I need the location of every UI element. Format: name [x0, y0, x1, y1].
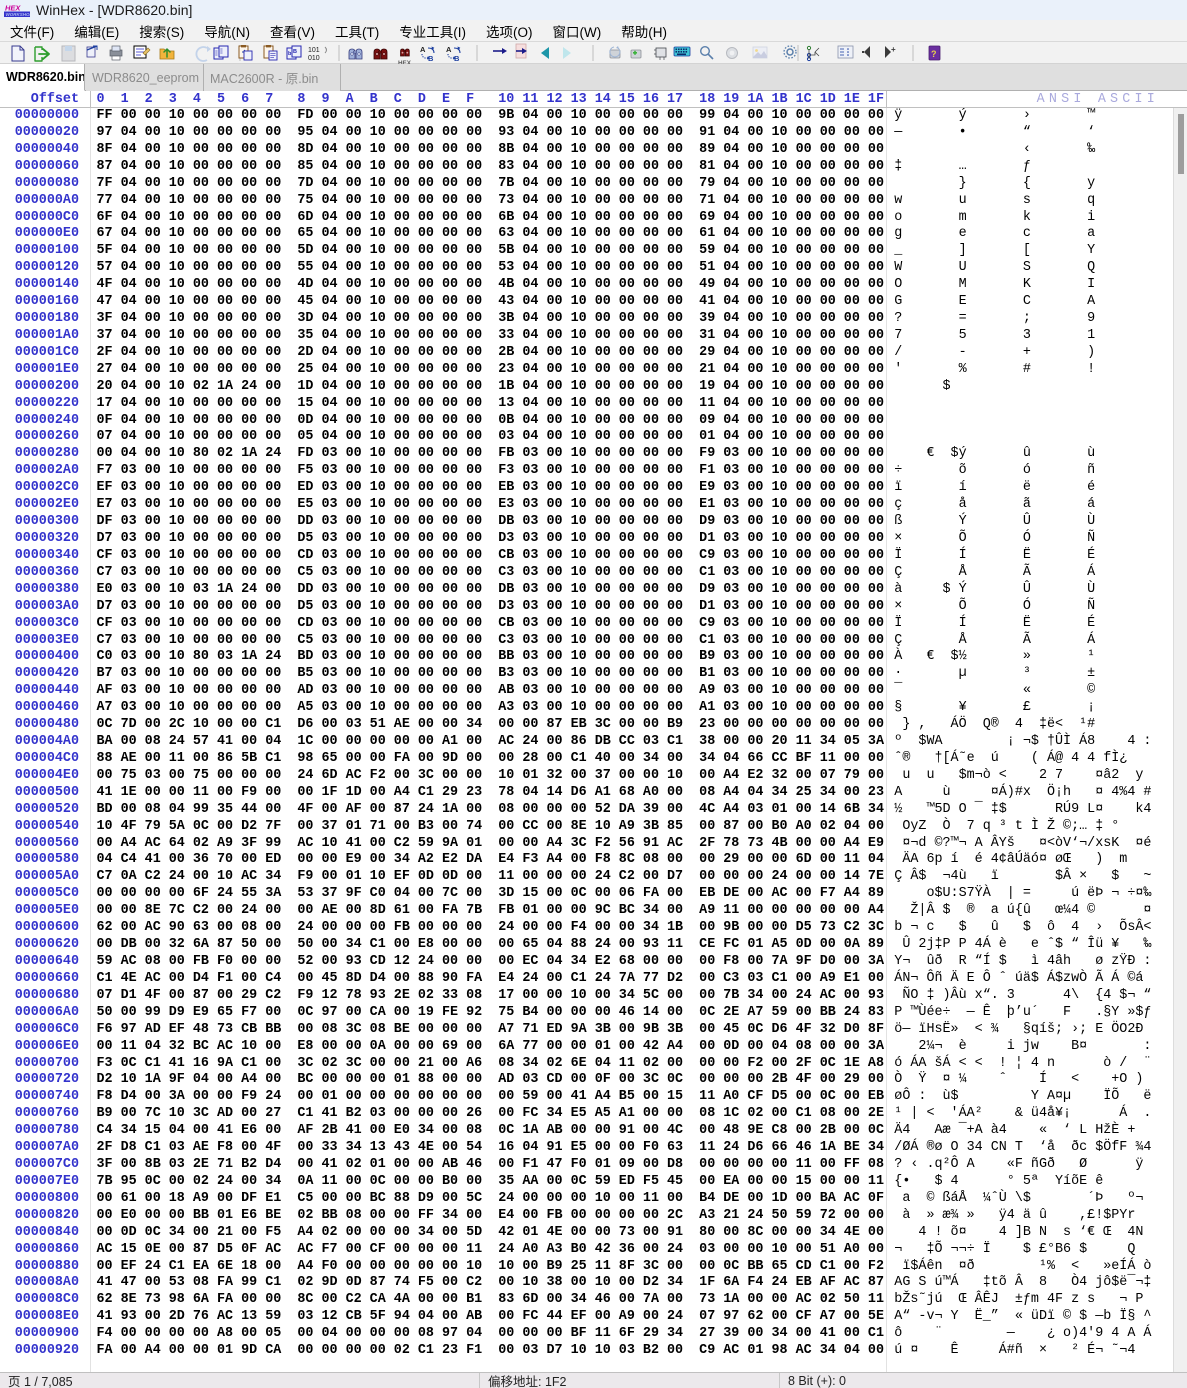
- svg-text:B: B: [428, 54, 434, 63]
- svg-text:B: B: [454, 54, 460, 63]
- svg-text:HEX: HEX: [5, 3, 21, 12]
- svg-text:WORKSHOP: WORKSHOP: [6, 12, 31, 17]
- svg-text:+: +: [891, 45, 896, 54]
- svg-text:A: A: [446, 45, 452, 54]
- svg-text:B: B: [293, 49, 297, 55]
- svg-text:A: A: [420, 45, 426, 54]
- svg-text:101: 101: [308, 47, 320, 54]
- svg-text:?: ?: [931, 49, 937, 59]
- svg-text:010: 010: [308, 55, 320, 62]
